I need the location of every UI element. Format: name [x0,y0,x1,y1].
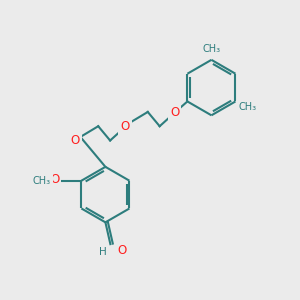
Text: O: O [120,120,130,133]
Text: O: O [170,106,179,119]
Text: O: O [71,134,80,147]
Text: CH₃: CH₃ [33,176,51,186]
Text: H: H [99,247,106,257]
Text: O: O [50,173,59,186]
Text: CH₃: CH₃ [202,44,220,54]
Text: CH₃: CH₃ [238,102,256,112]
Text: O: O [118,244,127,256]
